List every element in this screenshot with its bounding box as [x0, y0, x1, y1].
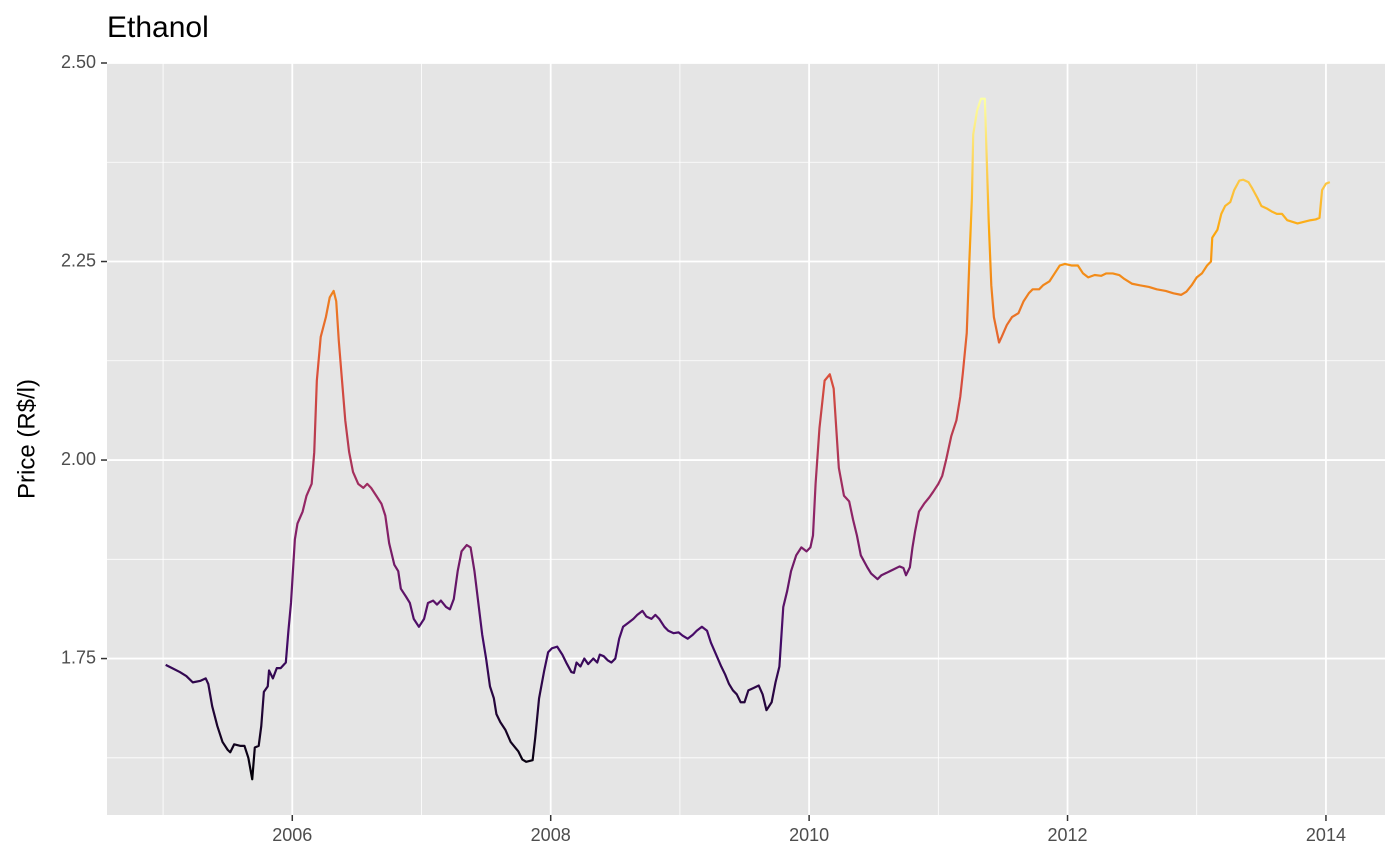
x-tick-label: 2012	[1048, 825, 1088, 845]
y-tick-label: 2.00	[61, 449, 96, 469]
x-tick-label: 2014	[1306, 825, 1346, 845]
plot-panel	[107, 63, 1385, 815]
x-tick-label: 2006	[272, 825, 312, 845]
y-tick-label: 1.75	[61, 647, 96, 667]
x-tick-label: 2010	[789, 825, 829, 845]
chart-title: Ethanol	[107, 11, 209, 44]
y-axis-label: Price (R$/l)	[13, 379, 40, 499]
y-tick-label: 2.50	[61, 52, 96, 72]
y-tick-label: 2.25	[61, 250, 96, 270]
x-tick-label: 2008	[531, 825, 571, 845]
price-line	[165, 97, 1331, 781]
